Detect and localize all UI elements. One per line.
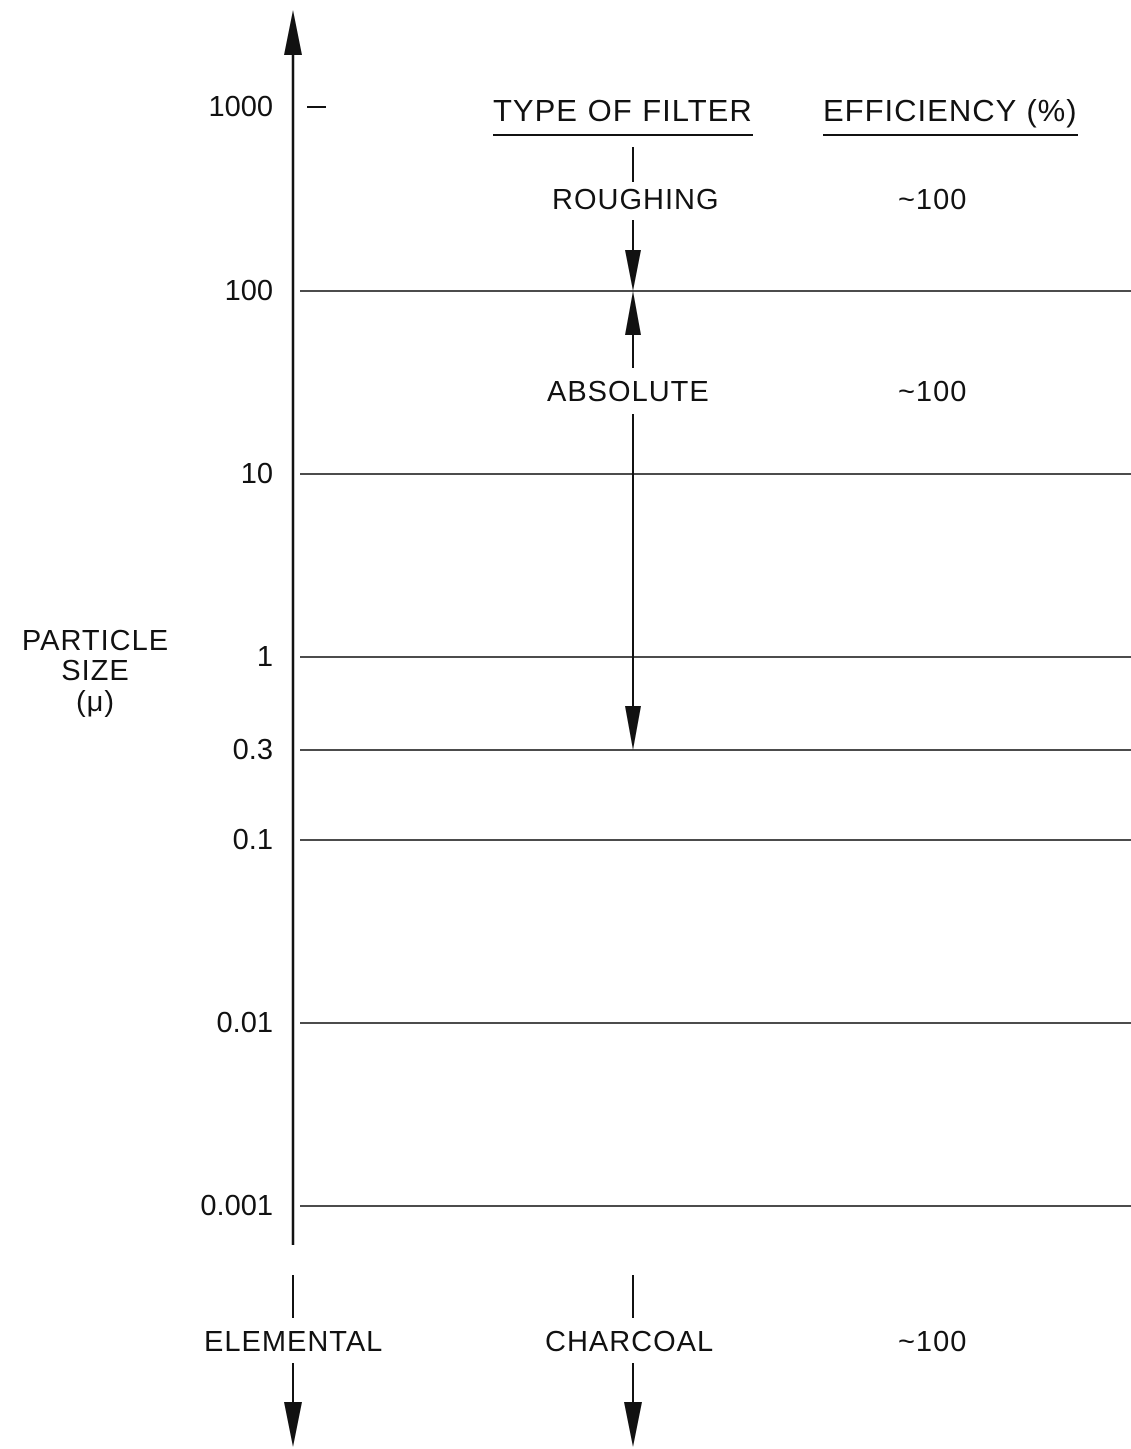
particle-elemental: ELEMENTAL — [204, 1326, 384, 1358]
tick-label-0-3: 0.3 — [232, 734, 273, 766]
tick-label-1000: 1000 — [208, 91, 273, 123]
axis-title: PARTICLE SIZE (μ) — [8, 625, 183, 718]
axis-title-line-1: PARTICLE — [21, 625, 170, 657]
charcoal-down-arrow-icon — [624, 1402, 642, 1447]
axis-title-line-2: SIZE — [61, 655, 130, 688]
elemental-down-arrow-icon — [284, 1402, 302, 1447]
efficiency-roughing: ~100 — [898, 184, 968, 216]
header-efficiency: EFFICIENCY (%) — [823, 95, 1078, 136]
tick-label-100: 100 — [224, 275, 273, 307]
efficiency-charcoal: ~100 — [898, 1326, 968, 1358]
roughing-down-arrow-icon — [625, 250, 641, 291]
filter-charcoal: CHARCOAL — [545, 1326, 715, 1358]
filter-absolute: ABSOLUTE — [547, 376, 710, 408]
tick-label-0-1: 0.1 — [232, 824, 273, 856]
filter-roughing: ROUGHING — [552, 184, 720, 216]
header-type-of-filter: TYPE OF FILTER — [493, 95, 753, 136]
tick-label-10: 10 — [240, 458, 273, 490]
absolute-down-arrow-icon — [625, 706, 641, 750]
efficiency-absolute: ~100 — [898, 376, 968, 408]
axis-up-arrow-icon — [284, 10, 302, 55]
tick-label-1: 1 — [256, 641, 273, 673]
axis-title-line-3: (μ) — [75, 685, 116, 718]
tick-label-0-001: 0.001 — [200, 1190, 273, 1222]
tick-label-0-01: 0.01 — [216, 1007, 273, 1039]
absolute-up-arrow-icon — [625, 291, 641, 335]
